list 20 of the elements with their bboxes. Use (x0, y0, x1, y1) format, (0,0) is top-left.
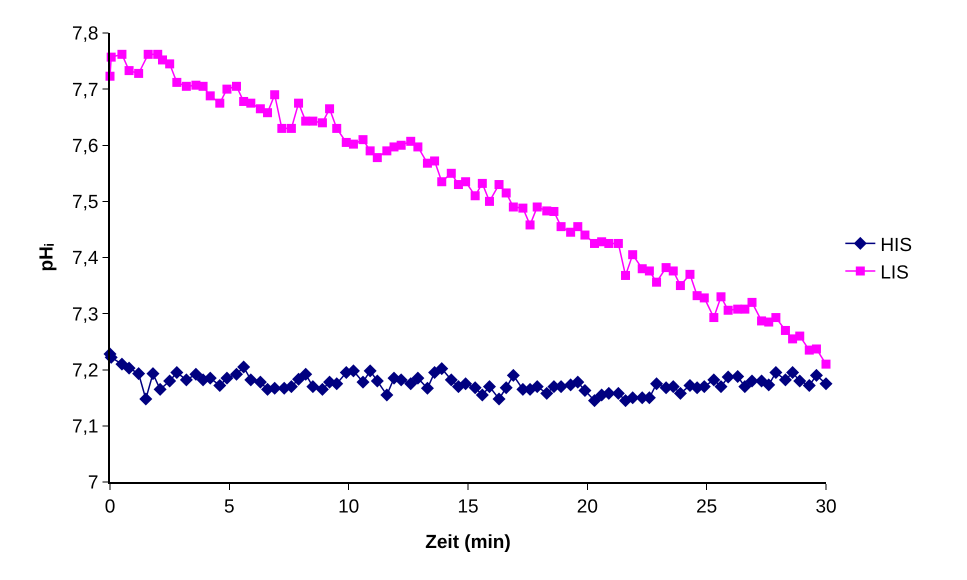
y-tick-label: 7,4 (72, 248, 99, 270)
legend-label: LIS (880, 262, 909, 284)
y-axis-title: pHᵢ (36, 243, 58, 272)
x-tick-label: 0 (104, 496, 116, 518)
x-tick-label: 15 (457, 496, 479, 518)
legend-label: HIS (880, 234, 912, 256)
y-tick-label: 7 (88, 472, 98, 494)
y-tick-label: 7,2 (72, 360, 98, 382)
y-tick-label: 7,6 (72, 136, 98, 157)
y-tick-label: 7,3 (72, 304, 98, 326)
y-tick-label: 7,7 (72, 80, 98, 101)
x-tick-label: 5 (224, 496, 235, 518)
y-tick-label: 7,1 (72, 416, 98, 438)
y-tick-label: 7,8 (72, 24, 98, 45)
x-tick-label: 10 (338, 496, 360, 518)
x-tick-label: 30 (815, 496, 837, 518)
x-tick-label: 25 (696, 496, 718, 518)
x-axis-title: Zeit (min) (425, 532, 511, 553)
x-tick-label: 20 (576, 496, 598, 518)
y-tick-label: 7,5 (72, 192, 98, 214)
